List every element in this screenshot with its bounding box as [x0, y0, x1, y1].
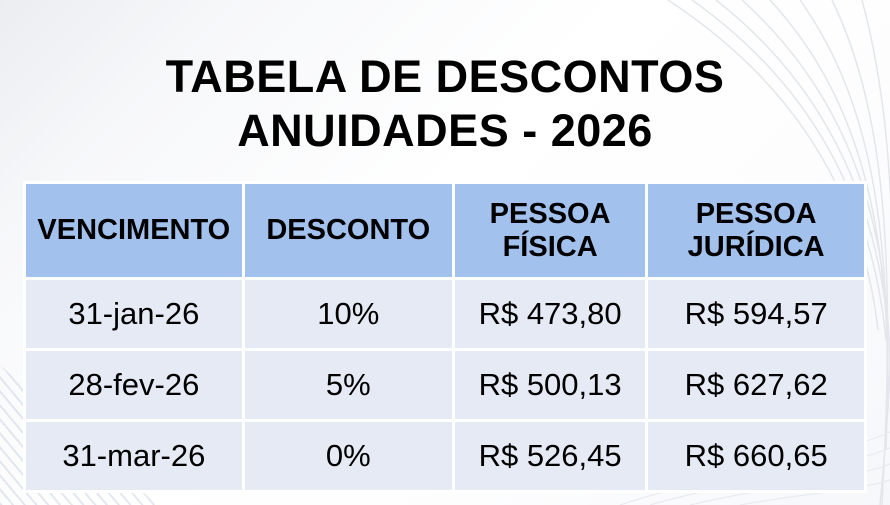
cell-pessoa-fisica: R$ 473,80	[451, 277, 649, 351]
cell-desconto: 0%	[241, 419, 455, 493]
column-header-vencimento: VENCIMENTO	[23, 181, 245, 280]
table-row: 31-mar-26 0% R$ 526,45 R$ 660,65	[23, 419, 867, 493]
cell-pessoa-juridica: R$ 660,65	[645, 419, 867, 493]
table-header-row: VENCIMENTO DESCONTO PESSOA FÍSICA PESSOA…	[23, 181, 867, 280]
cell-vencimento: 31-jan-26	[23, 277, 245, 351]
column-header-desconto: DESCONTO	[241, 181, 455, 280]
table-row: 31-jan-26 10% R$ 473,80 R$ 594,57	[23, 277, 867, 351]
cell-vencimento: 31-mar-26	[23, 419, 245, 493]
cell-pessoa-fisica: R$ 526,45	[451, 419, 649, 493]
title-line-2: ANUIDADES - 2026	[237, 105, 653, 156]
discount-table: VENCIMENTO DESCONTO PESSOA FÍSICA PESSOA…	[23, 181, 867, 493]
cell-pessoa-juridica: R$ 594,57	[645, 277, 867, 351]
cell-pessoa-fisica: R$ 500,13	[451, 348, 649, 422]
cell-vencimento: 28-fev-26	[23, 348, 245, 422]
table-row: 28-fev-26 5% R$ 500,13 R$ 627,62	[23, 348, 867, 422]
title-line-1: TABELA DE DESCONTOS	[165, 51, 725, 102]
column-header-pessoa-fisica: PESSOA FÍSICA	[451, 181, 649, 280]
column-header-pessoa-juridica: PESSOA JURÍDICA	[645, 181, 867, 280]
page-title: TABELA DE DESCONTOS ANUIDADES - 2026	[0, 50, 890, 158]
cell-desconto: 10%	[241, 277, 455, 351]
cell-pessoa-juridica: R$ 627,62	[645, 348, 867, 422]
cell-desconto: 5%	[241, 348, 455, 422]
